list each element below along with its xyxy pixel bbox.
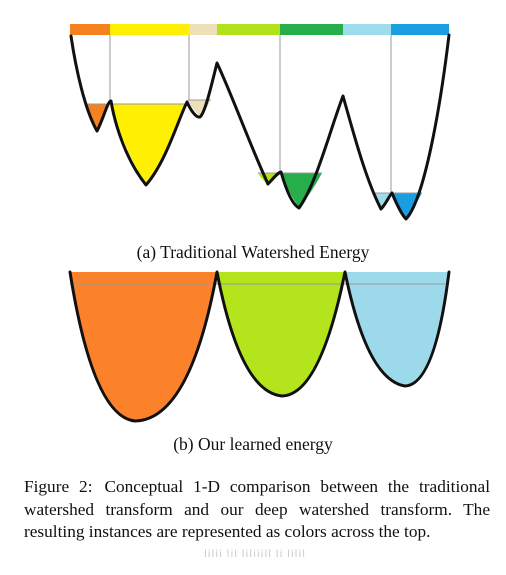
panel-a-energy-curve bbox=[69, 33, 451, 221]
bar-segment-lime bbox=[217, 24, 280, 35]
panel-a-traditional-watershed bbox=[69, 24, 451, 221]
panel-a-basins bbox=[85, 100, 422, 219]
panel-b-basins bbox=[70, 272, 449, 421]
learned-basin-light-blue bbox=[345, 272, 449, 386]
basin-light-blue bbox=[373, 193, 390, 209]
panel-b-learned-energy bbox=[68, 270, 451, 423]
panel-b-energy-curve bbox=[68, 270, 451, 423]
learned-basin-lime bbox=[217, 272, 345, 396]
basin-blue bbox=[392, 193, 422, 219]
panel-b-caption: (b) Our learned energy bbox=[173, 434, 333, 454]
panel-a-caption: (a) Traditional Watershed Energy bbox=[136, 242, 370, 262]
panel-a-color-bar bbox=[70, 24, 449, 35]
figure-caption-text: Conceptual 1-D comparison between the tr… bbox=[24, 477, 490, 541]
basin-yellow bbox=[111, 104, 187, 185]
figure-caption: Figure 2: Conceptual 1-D comparison betw… bbox=[24, 476, 490, 544]
watermark: ⅼⅰⅼⅰⅰ ⅼⅰⅼ ⅼⅰⅼⅰⅰⅰⅼⅼ ⅼⅰ ⅼⅰⅼⅰⅼ bbox=[204, 549, 307, 560]
figure-label: Figure 2: bbox=[24, 477, 93, 496]
bar-segment-orange bbox=[70, 24, 110, 35]
basin-orange bbox=[85, 104, 109, 131]
panel-a-boundaries bbox=[109, 35, 392, 193]
bar-segment-green bbox=[280, 24, 343, 35]
bar-segment-light-blue bbox=[343, 24, 391, 35]
bar-segment-beige bbox=[189, 24, 217, 35]
learned-basin-orange bbox=[70, 272, 217, 421]
bar-segment-yellow bbox=[110, 24, 189, 35]
bar-segment-blue bbox=[391, 24, 449, 35]
